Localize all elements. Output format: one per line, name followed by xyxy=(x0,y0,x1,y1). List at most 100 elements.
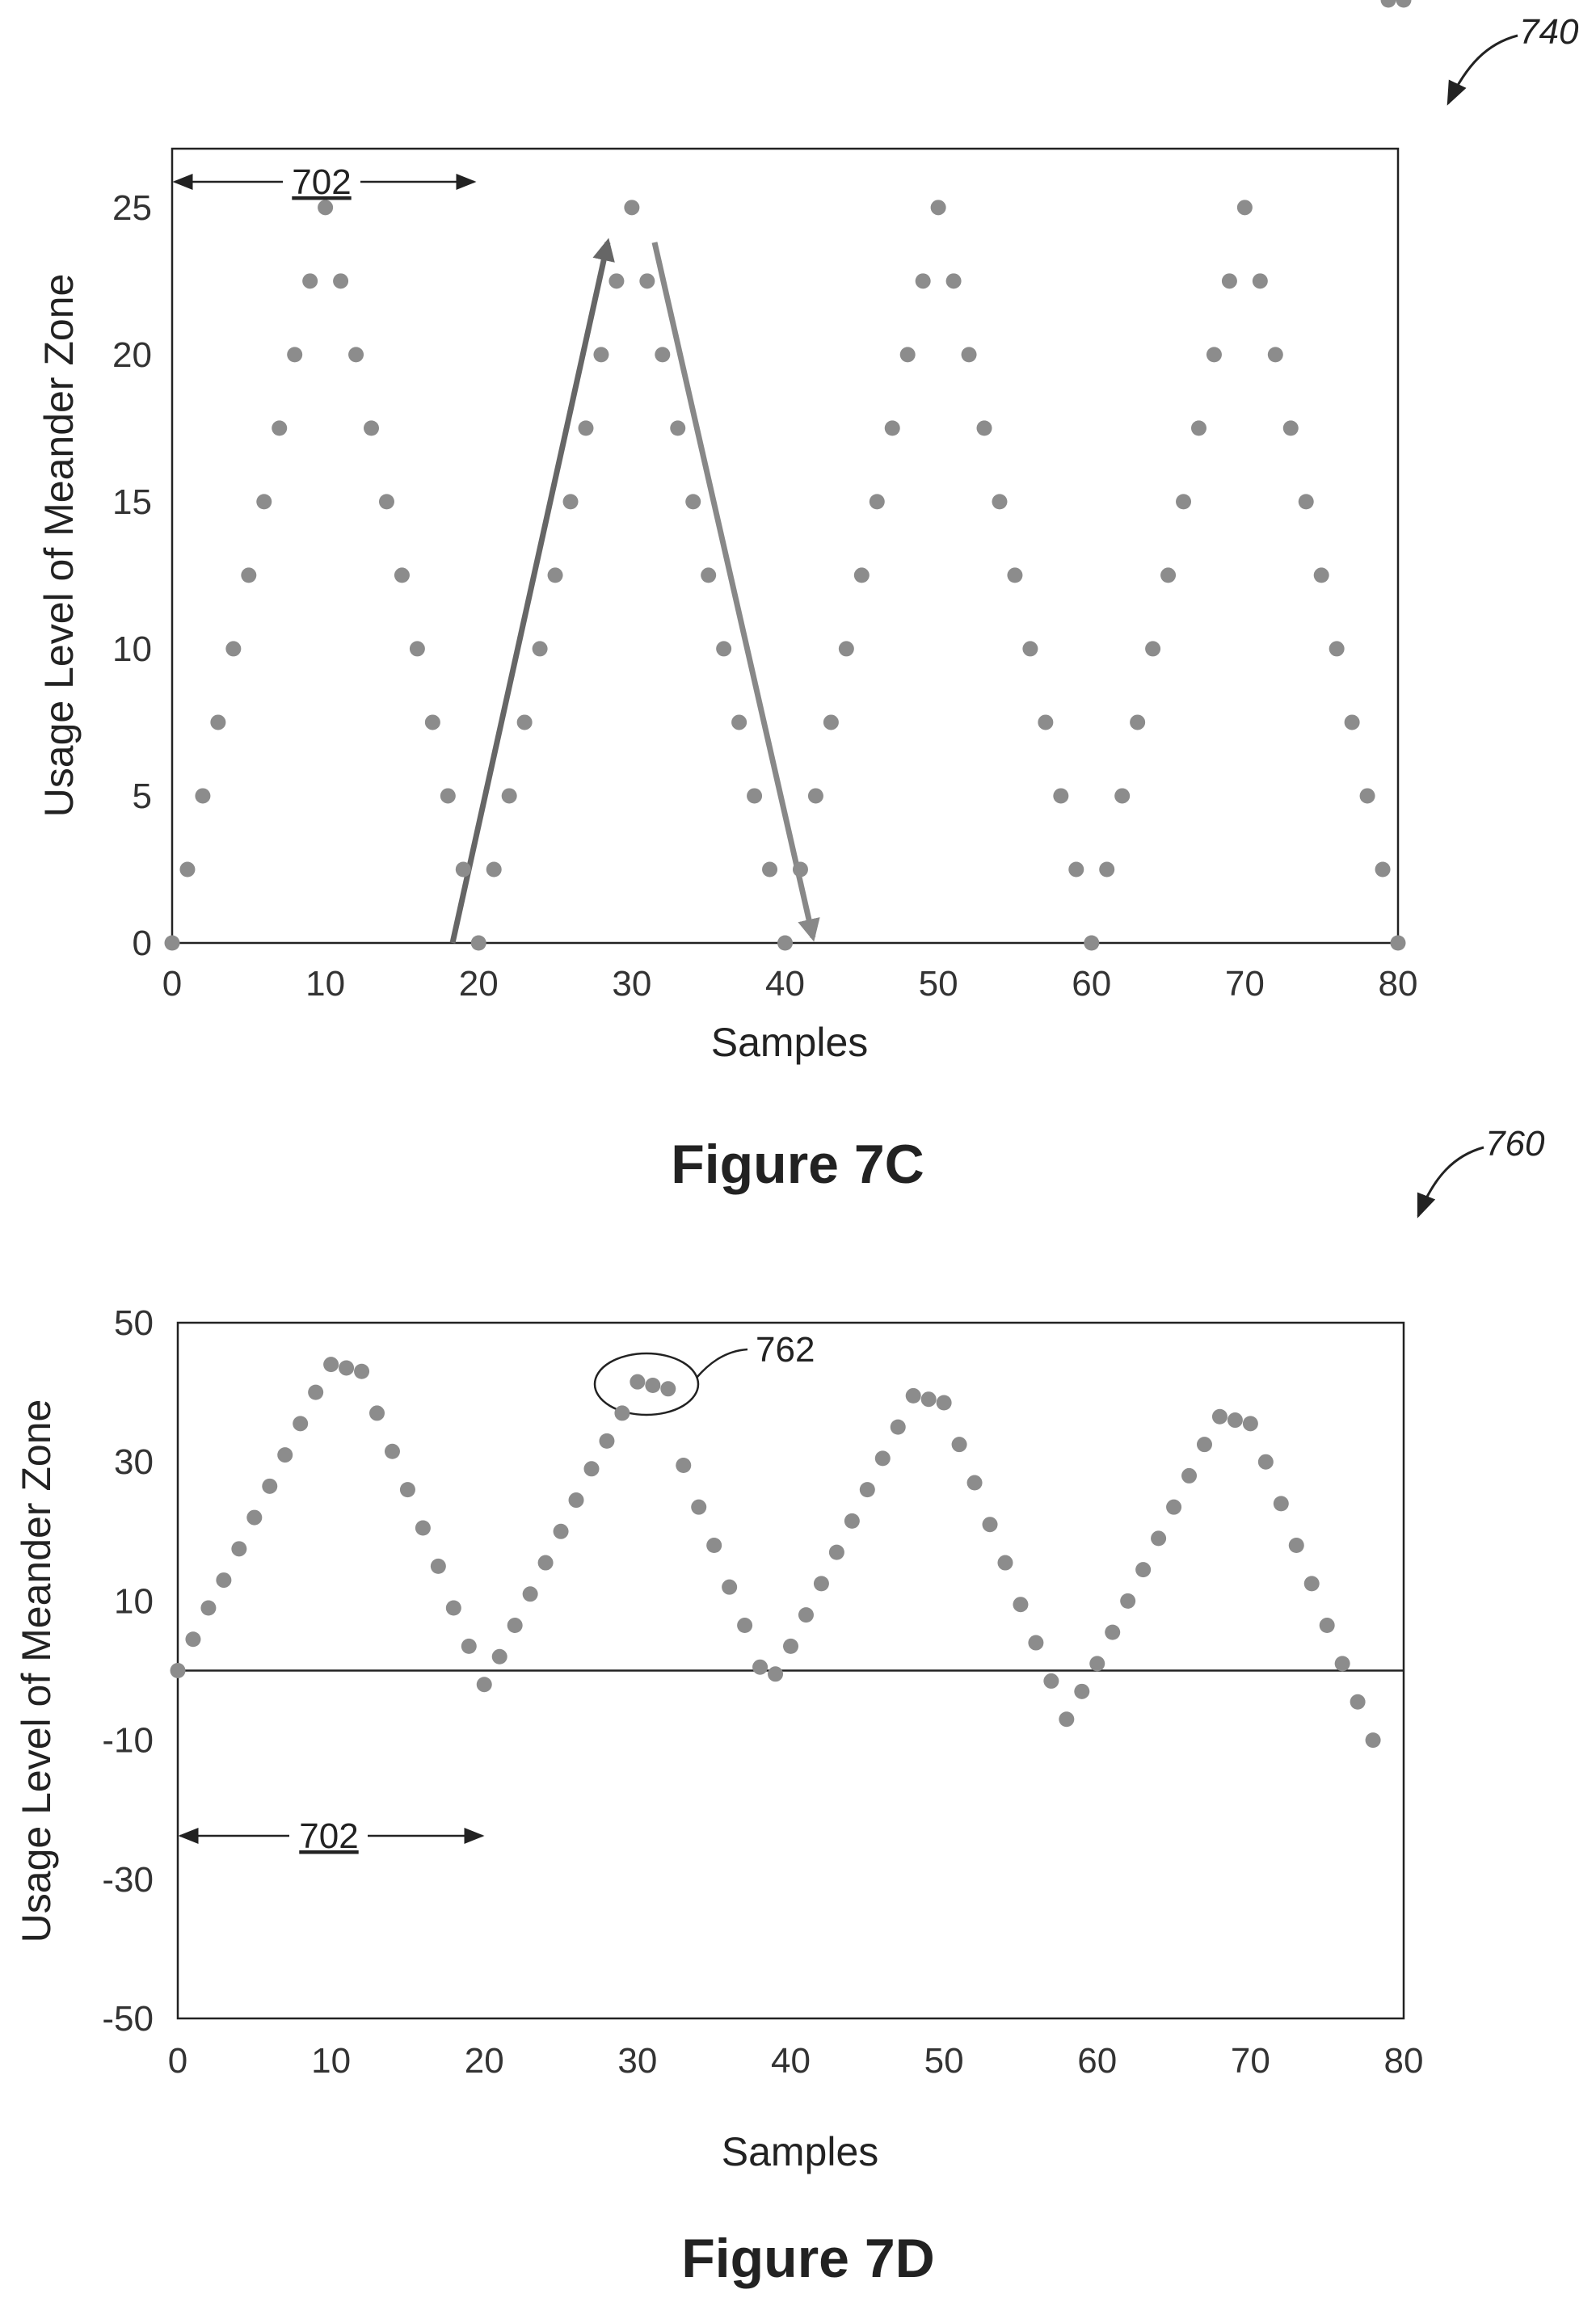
x-tick-label: 20 xyxy=(465,2041,504,2081)
x-tick-labels: 0 10 20 30 40 50 60 70 80 xyxy=(168,2041,1424,2081)
data-point xyxy=(1252,273,1268,289)
data-point xyxy=(798,1607,814,1623)
data-point xyxy=(348,347,364,363)
data-point xyxy=(844,1513,860,1529)
cluster-callout-762: 762 xyxy=(593,1330,815,1416)
data-point xyxy=(599,1433,615,1449)
data-point xyxy=(731,714,747,730)
data-point xyxy=(676,1458,692,1474)
data-point xyxy=(1114,788,1131,804)
data-point xyxy=(1227,1412,1243,1429)
data-point xyxy=(890,1419,906,1435)
data-point xyxy=(170,1663,186,1678)
data-point xyxy=(1282,420,1299,436)
data-point xyxy=(461,1638,477,1654)
data-point xyxy=(1068,861,1084,878)
data-point xyxy=(1221,273,1237,289)
data-point xyxy=(354,1363,370,1379)
y-tick-label: -30 xyxy=(102,1860,154,1900)
data-point xyxy=(1053,788,1069,804)
y-tick-label: 5 xyxy=(133,777,152,816)
data-point xyxy=(516,714,533,730)
reference-arrow xyxy=(1447,34,1518,106)
data-point xyxy=(992,494,1008,510)
data-point xyxy=(1359,788,1375,804)
data-point xyxy=(1236,200,1253,216)
data-point xyxy=(491,1648,507,1665)
data-point xyxy=(308,1384,324,1400)
data-point xyxy=(501,788,517,804)
data-point xyxy=(256,494,272,510)
data-point xyxy=(1267,347,1283,363)
data-point xyxy=(874,1450,891,1467)
y-tick-label: 50 xyxy=(114,1303,154,1343)
data-point xyxy=(982,1517,998,1533)
reference-arrow xyxy=(1417,1146,1484,1218)
rising-trend-arrow xyxy=(449,238,615,944)
data-point xyxy=(768,1666,784,1682)
data-point xyxy=(1022,641,1038,657)
data-point xyxy=(1242,1416,1258,1432)
data-point xyxy=(195,788,211,804)
data-point xyxy=(859,1482,875,1498)
data-point xyxy=(1120,1593,1136,1609)
data-point xyxy=(378,494,394,510)
figure-reference-number: 760 xyxy=(1485,1124,1545,1164)
x-tick-label: 80 xyxy=(1384,2041,1424,2081)
y-tick-label: 15 xyxy=(112,482,152,522)
data-point xyxy=(1105,1624,1121,1640)
data-point xyxy=(1013,1597,1029,1613)
data-point xyxy=(1038,714,1054,730)
data-point xyxy=(1288,1538,1304,1554)
data-point xyxy=(1273,1496,1289,1512)
data-point xyxy=(231,1541,247,1557)
data-point xyxy=(884,420,900,436)
data-point xyxy=(568,1492,584,1509)
y-tick-label: -50 xyxy=(102,1999,154,2039)
span-label: 702 xyxy=(292,162,351,202)
x-axis-title: Samples xyxy=(722,2129,879,2174)
data-point xyxy=(1084,935,1100,951)
data-point xyxy=(639,273,655,289)
y-tick-label: 30 xyxy=(114,1442,154,1482)
data-point xyxy=(792,861,808,878)
data-point xyxy=(1190,420,1206,436)
data-point xyxy=(179,861,196,878)
data-point xyxy=(976,420,992,436)
data-point xyxy=(685,494,701,510)
data-point xyxy=(318,200,334,216)
data-point xyxy=(547,567,563,583)
data-point xyxy=(660,1381,676,1397)
data-point xyxy=(593,347,609,363)
span-label: 702 xyxy=(299,1816,358,1856)
data-point xyxy=(200,1600,217,1616)
data-point xyxy=(783,1638,798,1654)
falling-trend-arrow xyxy=(651,242,820,942)
data-point xyxy=(455,861,471,878)
data-point xyxy=(537,1555,554,1571)
data-point xyxy=(210,714,226,730)
x-tick-label: 30 xyxy=(612,964,651,1004)
data-point xyxy=(1344,714,1360,730)
data-point xyxy=(1074,1683,1090,1699)
x-tick-label: 70 xyxy=(1231,2041,1270,2081)
data-point xyxy=(399,1482,415,1498)
data-point xyxy=(1350,1694,1366,1710)
data-point xyxy=(185,1631,201,1648)
x-tick-label: 50 xyxy=(924,2041,964,2081)
x-tick-label: 10 xyxy=(305,964,345,1004)
data-point xyxy=(752,1659,769,1675)
data-point xyxy=(1181,1467,1198,1484)
x-tick-label: 50 xyxy=(919,964,958,1004)
data-point xyxy=(706,1538,722,1554)
data-point xyxy=(899,347,916,363)
data-point xyxy=(1196,1437,1212,1453)
data-point xyxy=(807,788,823,804)
data-point xyxy=(1043,1673,1059,1689)
span-indicator-702: 702 xyxy=(178,1816,485,1856)
y-tick-label: 20 xyxy=(112,335,152,375)
cluster-label: 762 xyxy=(756,1330,815,1370)
data-point xyxy=(287,347,303,363)
data-point xyxy=(670,420,686,436)
data-point xyxy=(722,1579,738,1595)
